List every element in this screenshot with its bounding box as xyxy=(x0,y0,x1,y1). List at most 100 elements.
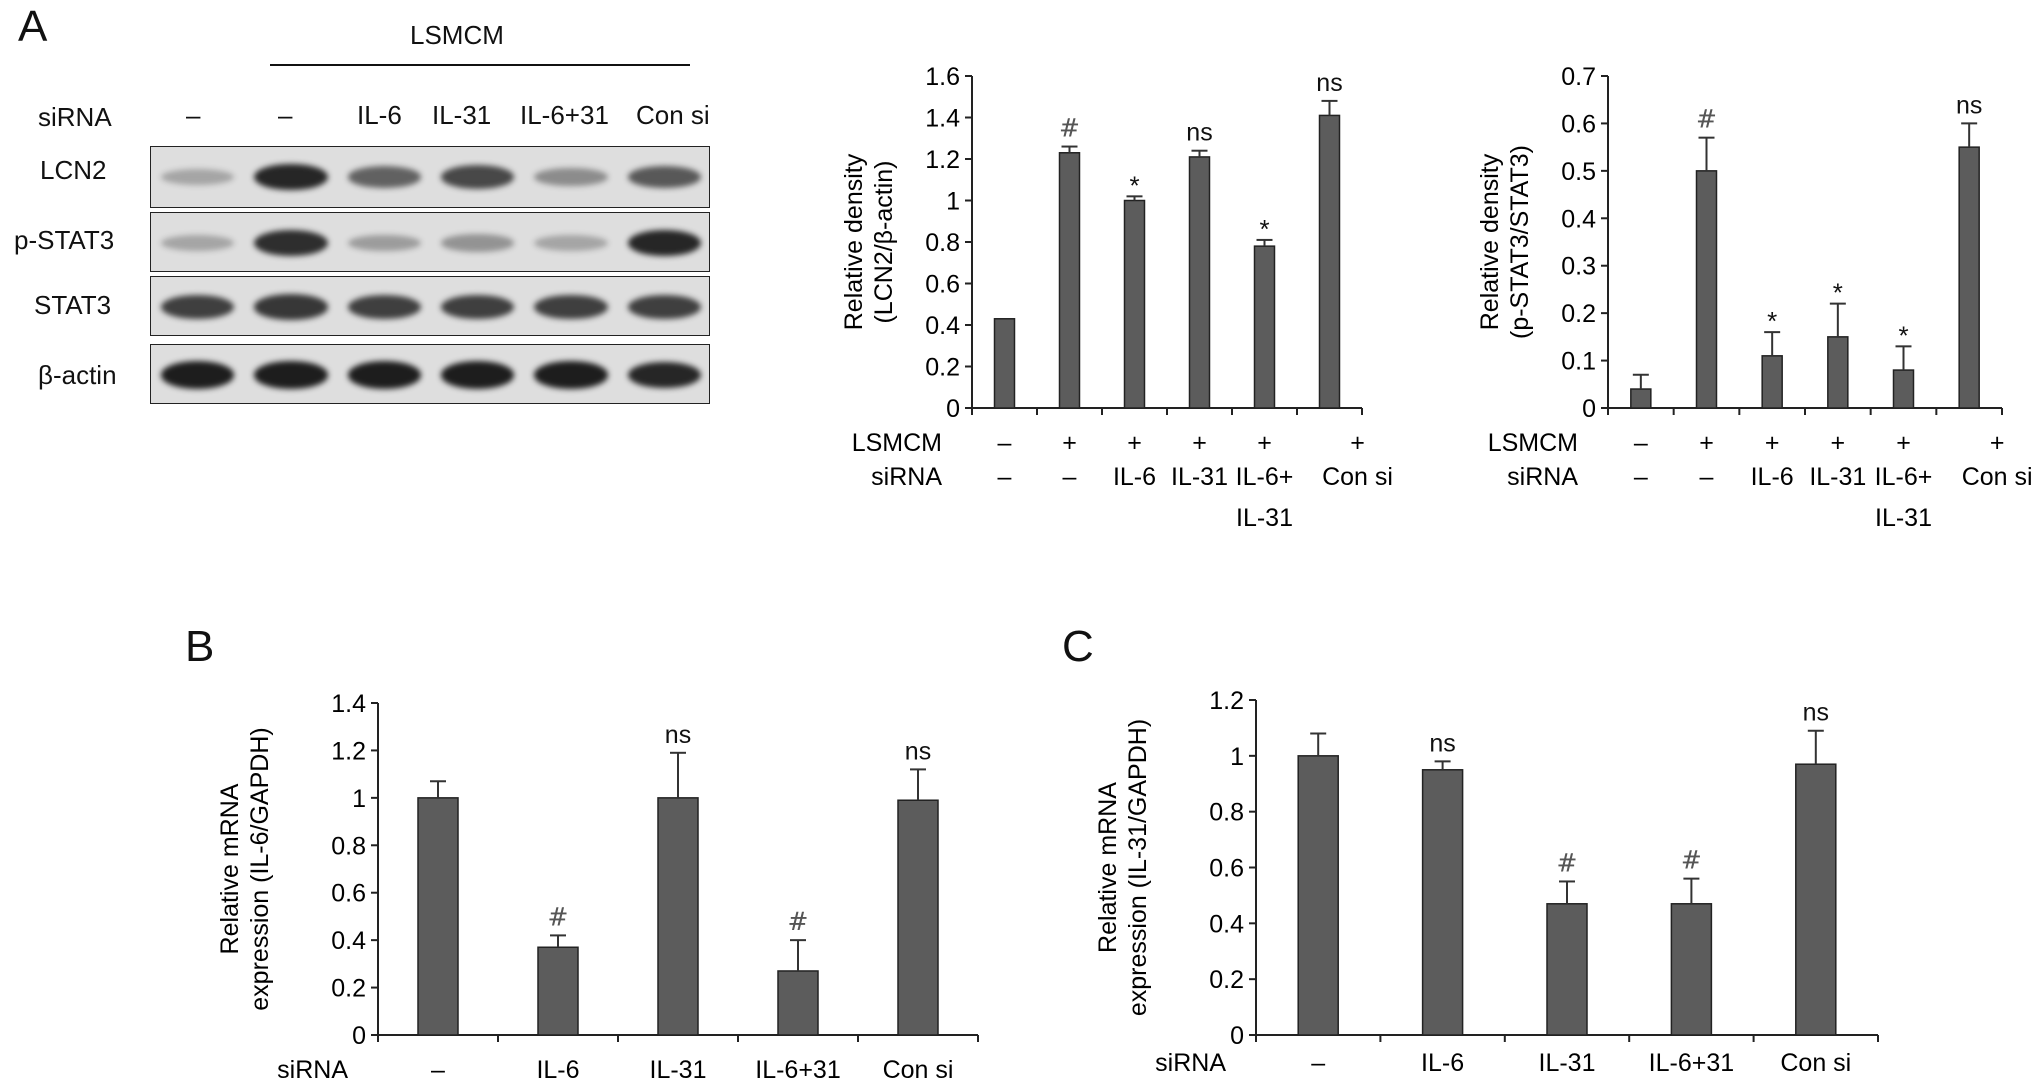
y-tick-label: 0.4 xyxy=(1209,910,1244,938)
y-tick-label: 1.2 xyxy=(925,146,960,174)
blot-row-label-stat3: STAT3 xyxy=(34,290,112,320)
blot-band xyxy=(534,361,608,389)
significance-label: # xyxy=(1557,848,1578,877)
blot-band xyxy=(254,294,328,320)
bar xyxy=(1297,755,1339,1036)
lsmcm-value: + xyxy=(1765,429,1780,457)
significance-label: * xyxy=(1833,278,1843,308)
lsmcm-value: + xyxy=(1192,429,1207,457)
bar xyxy=(897,799,939,1036)
lane-label-6: Con si xyxy=(636,100,710,130)
sirna-value: IL-31 xyxy=(1809,463,1866,491)
bar xyxy=(1670,903,1713,1036)
bar xyxy=(1421,769,1464,1036)
sirna-value: IL-6+ xyxy=(1875,463,1933,491)
blot-band xyxy=(534,167,608,187)
y-tick-label: 0.2 xyxy=(1209,966,1244,994)
y-axis-label: Relative mRNA xyxy=(216,783,244,954)
y-tick-label: 1.6 xyxy=(925,63,960,91)
y-tick-label: 0.4 xyxy=(1561,205,1596,233)
y-tick-label: 0.1 xyxy=(1561,348,1596,376)
y-tick-label: 0.3 xyxy=(1561,253,1596,281)
lsmcm-value: + xyxy=(1699,429,1714,457)
bar xyxy=(1892,369,1915,409)
blot-row-label-actin: β-actin xyxy=(38,360,117,390)
blot-row-actin xyxy=(150,344,710,404)
x-category-label: Con si xyxy=(883,1056,954,1084)
y-tick-label: 1.2 xyxy=(331,737,366,765)
blot-band xyxy=(441,165,515,189)
sirna-row-label: siRNA xyxy=(38,102,112,132)
blot-band xyxy=(161,168,235,186)
y-tick-label: 1.2 xyxy=(1209,687,1244,715)
y-tick-label: 0.5 xyxy=(1561,158,1596,186)
significance-label: # xyxy=(1696,105,1717,134)
lane-label-3: IL-6 xyxy=(357,100,402,130)
x-category-label: IL-6 xyxy=(1421,1049,1464,1077)
panel-label-b: B xyxy=(185,622,215,671)
blot-band xyxy=(441,361,515,389)
bar xyxy=(1188,156,1211,409)
y-tick-label: 0 xyxy=(1230,1022,1244,1050)
sirna-value: Con si xyxy=(1322,463,1393,491)
x-category-label: Con si xyxy=(1780,1049,1851,1077)
sirna-value: IL-6 xyxy=(1751,463,1794,491)
y-tick-label: 0.2 xyxy=(925,354,960,382)
bar xyxy=(1695,170,1718,409)
x-category-label: – xyxy=(431,1056,445,1084)
row-label-sirna: siRNA xyxy=(1507,463,1578,491)
y-axis-label: expression (IL-6/GAPDH) xyxy=(246,727,274,1010)
significance-label: ns xyxy=(1316,69,1342,97)
significance-label: ns xyxy=(1186,119,1212,147)
bar xyxy=(1546,903,1588,1036)
sirna-value: IL-6 xyxy=(1113,463,1156,491)
bar xyxy=(1123,199,1146,409)
significance-label: * xyxy=(1898,320,1908,350)
row-label-lsmcm: LSMCM xyxy=(1488,429,1578,457)
y-axis-label: (p-STAT3/STAT3) xyxy=(1506,145,1534,339)
blot-band xyxy=(254,230,328,256)
blot-band xyxy=(627,361,701,389)
blot-band xyxy=(254,163,328,191)
y-tick-label: 1 xyxy=(946,188,960,216)
y-tick-label: 0.8 xyxy=(925,229,960,257)
y-tick-label: 0.2 xyxy=(1561,300,1596,328)
blot-band xyxy=(161,234,235,252)
y-tick-label: 1 xyxy=(1230,743,1244,771)
lsmcm-value: + xyxy=(1257,429,1272,457)
bar xyxy=(1253,245,1276,409)
y-tick-label: 0.8 xyxy=(1209,799,1244,827)
blot-band xyxy=(347,234,421,252)
lsmcm-label: LSMCM xyxy=(410,20,504,50)
sirna-value-line2: IL-31 xyxy=(1875,504,1932,532)
significance-label: ns xyxy=(665,721,691,749)
lane-label-5: IL-6+31 xyxy=(520,100,609,130)
y-axis-label: expression (IL-31/GAPDH) xyxy=(1124,719,1152,1016)
y-tick-label: 0.4 xyxy=(925,312,960,340)
significance-label: # xyxy=(548,902,569,931)
x-category-label: IL-6+31 xyxy=(1649,1049,1735,1077)
significance-label: ns xyxy=(1956,91,1982,119)
blot-band xyxy=(347,294,421,320)
blot-row-label-pstat3: p-STAT3 xyxy=(14,225,115,255)
panel-label-c: C xyxy=(1062,622,1094,671)
x-row-label-sirna: siRNA xyxy=(1155,1049,1226,1077)
bar xyxy=(1058,152,1081,409)
y-tick-label: 1 xyxy=(352,785,366,813)
y-tick-label: 0.6 xyxy=(1561,110,1596,138)
y-tick-label: 0.7 xyxy=(1561,63,1596,91)
lane-label-1: – xyxy=(186,100,201,130)
y-tick-label: 0.2 xyxy=(331,975,366,1003)
blot-band xyxy=(161,294,235,320)
x-category-label: IL-31 xyxy=(1539,1049,1596,1077)
y-tick-label: 0.6 xyxy=(925,271,960,299)
sirna-value: – xyxy=(998,463,1012,491)
blot-row-lcn2 xyxy=(150,146,710,208)
blot-band xyxy=(534,294,608,320)
y-axis-label: Relative density xyxy=(1476,153,1504,330)
blot-band xyxy=(534,234,608,252)
blot-band xyxy=(627,165,701,189)
bar xyxy=(1630,388,1652,409)
lsmcm-value: + xyxy=(1896,429,1911,457)
